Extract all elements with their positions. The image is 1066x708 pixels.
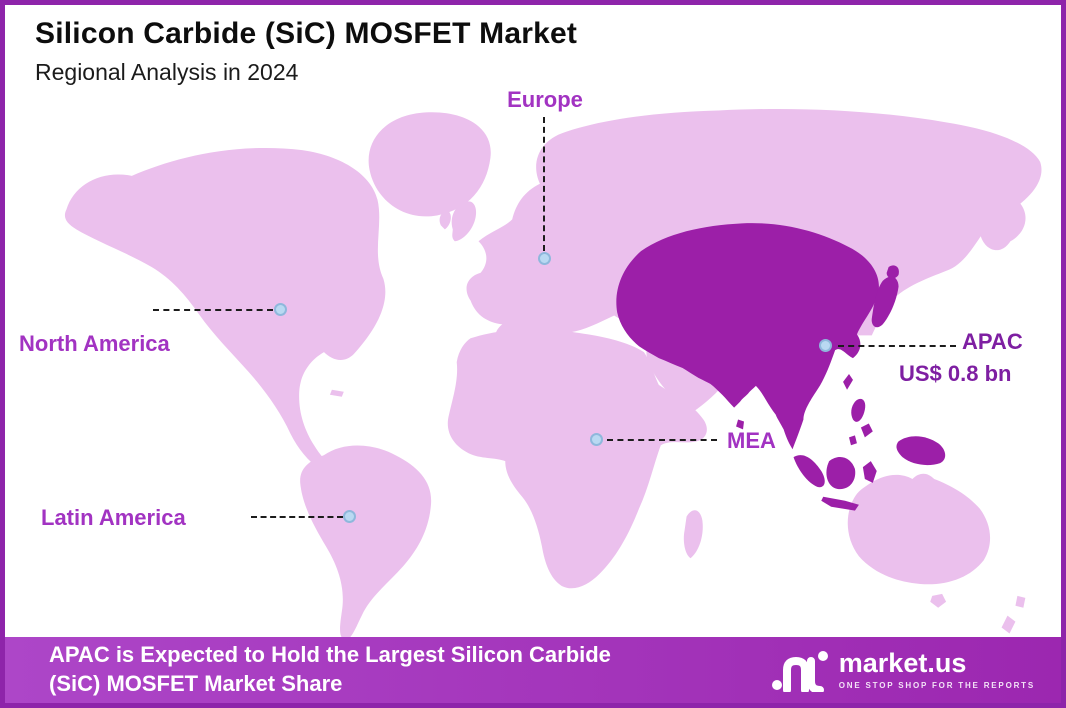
island-new-zealand-south xyxy=(1001,615,1016,634)
page-subtitle: Regional Analysis in 2024 xyxy=(35,59,299,85)
island-japan-hokkaido xyxy=(886,265,899,279)
marketus-logo: market.us ONE STOP SHOP FOR THE REPORTS xyxy=(771,648,1035,692)
islands-philippines-1 xyxy=(851,398,866,422)
banner-text: APAC is Expected to Hold the Largest Sil… xyxy=(49,641,611,698)
island-sri-lanka xyxy=(736,419,745,430)
banner-text-line1: APAC is Expected to Hold the Largest Sil… xyxy=(49,642,611,668)
marker-dot-mea xyxy=(590,433,603,446)
page-title: Silicon Carbide (SiC) MOSFET Market xyxy=(35,17,578,50)
region-label-latin-america: Latin America xyxy=(41,505,186,530)
marketus-logo-icon xyxy=(771,651,828,692)
marker-dot-apac xyxy=(819,339,832,352)
island-tasmania xyxy=(930,593,947,608)
logo-text: market.us ONE STOP SHOP FOR THE REPORTS xyxy=(838,648,1035,691)
islands-philippines-2 xyxy=(860,423,873,438)
region-value-apac: US$ 0.8 bn xyxy=(899,361,1012,386)
island-new-zealand-north xyxy=(1015,595,1026,608)
island-iceland xyxy=(427,175,447,193)
marker-dot-latin-america xyxy=(343,510,356,523)
island-cuba xyxy=(329,389,344,397)
leader-line-mea xyxy=(607,439,717,441)
marker-dot-north-america xyxy=(274,303,287,316)
leader-line-europe xyxy=(543,117,545,251)
island-sulawesi xyxy=(862,461,877,483)
island-japan-honshu xyxy=(871,276,899,328)
island-taiwan xyxy=(843,373,853,390)
region-label-apac: APAC xyxy=(962,329,1023,354)
island-great-britain xyxy=(451,201,477,242)
continent-south-america xyxy=(300,445,432,640)
leader-line-apac xyxy=(838,345,956,347)
logo-brand: market.us xyxy=(838,648,967,678)
continent-north-america xyxy=(64,147,386,470)
leader-line-north-america xyxy=(153,309,273,311)
island-sumatra xyxy=(793,455,825,488)
continent-africa xyxy=(447,329,707,589)
footer-banner: APAC is Expected to Hold the Largest Sil… xyxy=(5,637,1061,703)
world-map xyxy=(64,108,1042,640)
region-label-europe: Europe xyxy=(507,87,583,112)
continent-greenland xyxy=(368,112,491,217)
region-label-mea: MEA xyxy=(727,428,776,453)
island-new-guinea xyxy=(896,436,946,466)
logo-tagline: ONE STOP SHOP FOR THE REPORTS xyxy=(838,681,1035,690)
header: Silicon Carbide (SiC) MOSFET Market Regi… xyxy=(35,17,577,86)
region-label-north-america: North America xyxy=(19,331,170,356)
banner-text-line2: (SiC) MOSFET Market Share xyxy=(49,671,343,696)
continent-australia xyxy=(847,473,991,585)
island-borneo xyxy=(826,457,856,490)
region-apac-mainland xyxy=(616,223,879,450)
marker-dot-europe xyxy=(538,252,551,265)
island-ireland xyxy=(439,211,451,230)
islands-philippines-3 xyxy=(849,435,857,446)
leader-line-latin-america xyxy=(251,516,343,518)
island-java xyxy=(821,496,859,511)
island-madagascar xyxy=(683,510,703,559)
